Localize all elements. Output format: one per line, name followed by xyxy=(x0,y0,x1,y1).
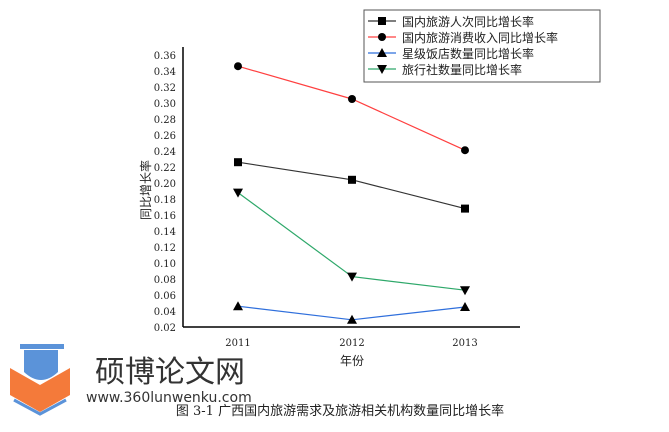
y-tick-label: 0.30 xyxy=(154,99,176,110)
data-point xyxy=(234,62,242,71)
series-2 xyxy=(233,301,470,324)
legend-marker xyxy=(378,33,386,41)
data-point xyxy=(233,188,243,198)
data-point xyxy=(233,301,243,311)
legend-label: 国内旅游消费收入同比增长率 xyxy=(402,30,558,45)
figure-caption: 图 3-1 广西国内旅游需求及旅游相关机构数量同比增长率 xyxy=(176,403,504,419)
series-1 xyxy=(234,62,469,155)
y-tick-label: 0.16 xyxy=(154,211,176,222)
series-line xyxy=(237,161,466,210)
data-point xyxy=(347,272,357,282)
y-tick-label: 0.34 xyxy=(154,67,176,78)
y-tick-label: 0.12 xyxy=(154,243,176,254)
x-tick-label: 2011 xyxy=(225,338,250,349)
y-tick-label: 0.24 xyxy=(154,147,176,158)
data-point xyxy=(460,286,470,296)
data-point xyxy=(461,146,469,155)
series-3 xyxy=(233,188,470,296)
x-tick-label: 2012 xyxy=(339,338,364,349)
data-point xyxy=(461,204,469,213)
series-0 xyxy=(234,158,469,213)
y-tick-label: 0.06 xyxy=(154,291,176,302)
legend-marker xyxy=(378,17,386,25)
watermark-url: www.360lunwenku.com xyxy=(86,390,252,406)
y-tick-label: 0.28 xyxy=(154,115,176,126)
data-point xyxy=(460,302,470,311)
y-tick-label: 0.10 xyxy=(154,259,176,270)
y-axis-label: 同比增长率 xyxy=(138,160,153,220)
x-tick-label: 2013 xyxy=(452,338,477,349)
watermark-name: 硕博论文网 xyxy=(95,355,245,390)
y-tick-label: 0.02 xyxy=(154,323,176,334)
y-tick-label: 0.26 xyxy=(154,131,176,142)
legend-marker xyxy=(377,65,387,74)
y-tick-label: 0.36 xyxy=(154,51,176,62)
data-point xyxy=(234,158,242,167)
legend-label: 星级饭店数量同比增长率 xyxy=(402,46,534,61)
watermark-logo: 硕博论文网 www.360lunwenku.com xyxy=(10,344,252,416)
y-tick-label: 0.32 xyxy=(154,83,176,94)
data-point xyxy=(347,314,357,324)
y-tick-label: 0.08 xyxy=(154,275,176,286)
legend: 国内旅游人次同比增长率国内旅游消费收入同比增长率星级饭店数量同比增长率旅行社数量… xyxy=(363,9,601,83)
legend-marker xyxy=(377,48,387,57)
y-tick-label: 0.22 xyxy=(154,163,176,174)
data-point xyxy=(348,175,356,184)
legend-label: 旅行社数量同比增长率 xyxy=(402,62,522,77)
y-tick-label: 0.14 xyxy=(154,227,176,238)
data-point xyxy=(348,95,356,103)
y-tick-label: 0.18 xyxy=(154,195,176,206)
y-tick-label: 0.04 xyxy=(154,307,176,318)
y-tick-label: 0.20 xyxy=(154,179,176,190)
x-axis-label: 年份 xyxy=(340,354,364,368)
legend-label: 国内旅游人次同比增长率 xyxy=(402,14,534,29)
